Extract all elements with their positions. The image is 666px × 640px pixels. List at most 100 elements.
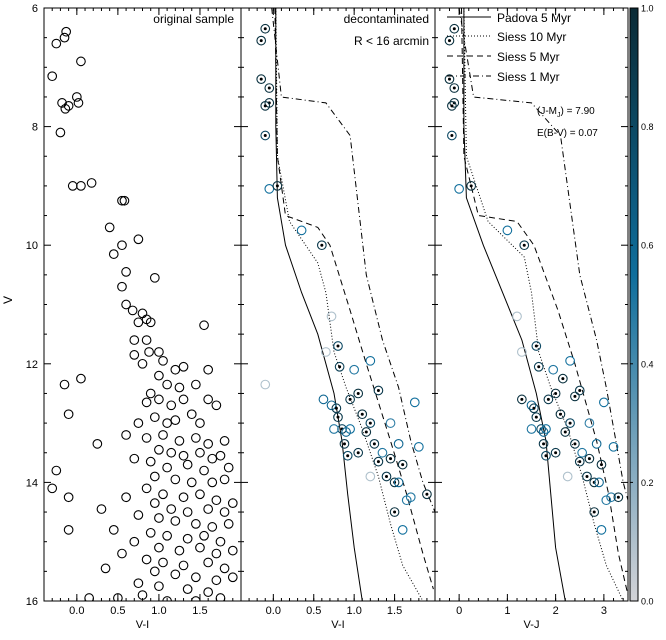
data-point — [141, 483, 152, 494]
data-point — [162, 418, 172, 428]
x-tick-label: 1.5 — [192, 605, 207, 617]
data-point — [538, 427, 549, 437]
data-point — [574, 385, 585, 396]
data-point-core — [368, 421, 372, 425]
panel-middle: 0.0 0.5 1.0 1.5 V-I — [240, 7, 436, 631]
data-point — [577, 447, 588, 458]
data-point-core — [561, 377, 565, 381]
data-point — [76, 56, 86, 67]
data-point — [63, 492, 74, 503]
data-point-core — [537, 365, 541, 369]
data-point — [117, 281, 127, 292]
data-point-core — [336, 415, 340, 419]
data-point — [219, 474, 230, 485]
data-point — [562, 471, 573, 482]
data-point — [397, 524, 408, 535]
data-points — [47, 26, 238, 601]
data-point-core — [338, 365, 342, 369]
data-point — [55, 127, 66, 138]
data-point — [108, 249, 119, 259]
data-point — [211, 575, 222, 586]
data-point — [182, 459, 193, 470]
data-point — [191, 519, 201, 529]
data-point — [331, 403, 342, 414]
data-point — [381, 471, 392, 482]
data-point — [182, 533, 193, 544]
data-point — [195, 418, 205, 428]
data-point — [129, 536, 140, 547]
data-point — [413, 441, 424, 452]
data-point — [369, 439, 380, 449]
data-point — [345, 394, 355, 405]
x-tick-label: 0 — [456, 605, 462, 617]
data-point — [137, 358, 148, 369]
data-point — [127, 305, 138, 316]
data-point-core — [542, 442, 546, 446]
data-point — [59, 379, 70, 390]
data-point — [353, 447, 364, 458]
data-point — [121, 299, 131, 310]
data-point — [170, 415, 181, 425]
y-tick-label: 6 — [32, 3, 38, 15]
data-point-core — [425, 492, 429, 496]
data-point — [162, 462, 172, 473]
data-point — [73, 98, 84, 108]
data-point — [178, 394, 189, 405]
data-point — [548, 364, 559, 375]
data-point — [389, 477, 400, 488]
data-point — [178, 560, 189, 571]
isochrone-pad — [463, 8, 566, 602]
data-point — [345, 424, 355, 434]
data-point — [272, 181, 283, 191]
data-point — [339, 439, 350, 449]
data-point — [51, 465, 62, 476]
data-point — [613, 492, 624, 503]
data-point-core — [275, 184, 279, 188]
data-point — [574, 456, 585, 467]
data-point — [333, 412, 343, 423]
data-point — [550, 447, 561, 458]
data-point — [96, 504, 107, 514]
data-point — [373, 456, 384, 467]
panel-title-left: original sample — [153, 12, 234, 26]
data-point-core — [376, 388, 380, 392]
data-point — [219, 507, 230, 517]
isochrone-s5 — [461, 7, 629, 596]
data-point-core — [452, 86, 456, 90]
x-tick-label: 2 — [553, 605, 559, 617]
data-point — [71, 92, 82, 102]
data-point — [170, 516, 181, 526]
data-point-core — [554, 451, 558, 455]
data-point — [137, 308, 148, 319]
data-point — [256, 74, 267, 85]
data-point — [154, 444, 164, 455]
data-points — [256, 23, 432, 535]
data-point — [444, 35, 455, 46]
data-point — [174, 382, 185, 393]
x-tick-label: 1 — [504, 605, 510, 617]
data-point — [191, 596, 201, 601]
data-point — [541, 450, 551, 461]
data-point — [117, 240, 127, 251]
data-point — [608, 441, 619, 452]
data-point — [211, 548, 222, 559]
data-point — [227, 572, 238, 583]
data-point — [531, 341, 542, 351]
data-point — [447, 100, 457, 111]
data-point — [47, 483, 58, 494]
data-point — [316, 240, 327, 251]
data-point — [133, 234, 144, 245]
data-point-core — [356, 451, 360, 455]
data-point-core — [592, 510, 596, 514]
data-point-core — [447, 77, 451, 81]
data-point — [121, 430, 131, 440]
data-point-core — [587, 457, 591, 461]
data-point — [385, 453, 396, 464]
data-point — [516, 394, 527, 405]
data-point — [538, 439, 549, 449]
data-point-core — [356, 391, 360, 395]
data-point — [174, 436, 185, 446]
data-point — [533, 361, 544, 372]
data-point-core — [450, 133, 454, 137]
data-point — [570, 439, 580, 449]
